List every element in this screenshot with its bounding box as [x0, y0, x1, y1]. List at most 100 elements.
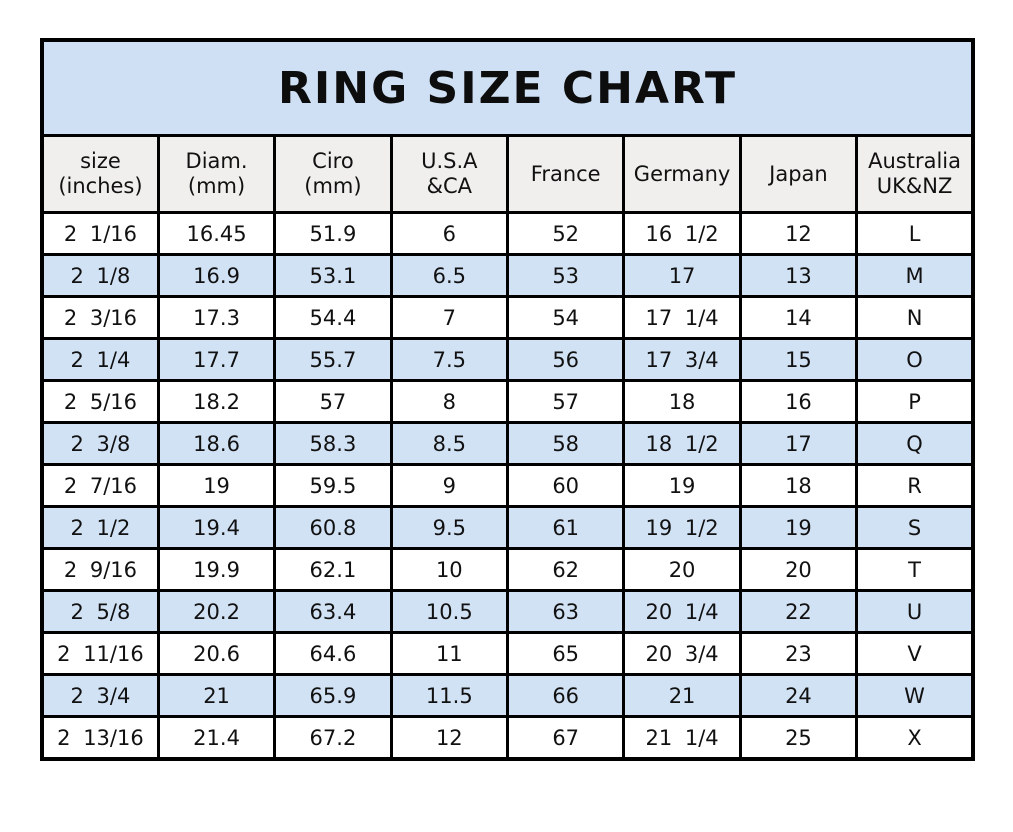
table-cell: 17.3: [156, 295, 277, 340]
table-cell: 20: [622, 547, 742, 592]
table-cell: 11: [389, 631, 510, 676]
column-header: France: [505, 134, 626, 214]
table-cell: 9.5: [389, 505, 510, 550]
table-cell: 51.9: [273, 211, 393, 256]
table-cell: R: [855, 463, 975, 508]
table-cell: 54.4: [273, 295, 393, 340]
table-cell: 57: [273, 379, 393, 424]
table-cell: 66: [505, 673, 626, 718]
table-cell: 65: [505, 631, 626, 676]
table-cell: 21: [622, 673, 742, 718]
table-cell: 16 1/2: [622, 211, 742, 256]
table-cell: 22: [738, 589, 859, 634]
table-cell: 18.2: [156, 379, 277, 424]
table-cell: 14: [738, 295, 859, 340]
table-cell: 18 1/2: [622, 421, 742, 466]
table-cell: 62: [505, 547, 626, 592]
table-cell: P: [855, 379, 975, 424]
table-cell: O: [855, 337, 975, 382]
table-cell: 6: [389, 211, 510, 256]
table-body: 2 1/16 16.45 51.9 6 52 16 1/2 12 L 2 1/8 16.9 53.1…: [40, 211, 975, 761]
table-cell: 52: [505, 211, 626, 256]
table-cell: 20.2: [156, 589, 277, 634]
table-cell: 63.4: [273, 589, 393, 634]
table-cell: 8.5: [389, 421, 510, 466]
ring-size-table: RING SIZE CHART size (inches) Diam. (mm) C…: [40, 38, 975, 761]
table-cell: 20 3/4: [622, 631, 742, 676]
table-cell: 7.5: [389, 337, 510, 382]
table-cell: 57: [505, 379, 626, 424]
table-cell: 18.6: [156, 421, 277, 466]
table-cell: 63: [505, 589, 626, 634]
table-cell: 17: [622, 253, 742, 298]
table-cell: W: [855, 673, 975, 718]
table-cell: 25: [738, 715, 859, 761]
table-cell: 58: [505, 421, 626, 466]
table-row: 2 5/8 20.2 63.4 10.5 63 20 1/4 22 U: [40, 589, 975, 634]
table-cell: 65.9: [273, 673, 393, 718]
table-head: RING SIZE CHART size (inches) Diam. (mm) C…: [40, 38, 975, 214]
table-cell: 2 5/16: [40, 379, 160, 424]
table-cell: 20: [738, 547, 859, 592]
table-row: 2 3/8 18.6 58.3 8.5 58 18 1/2 17 Q: [40, 421, 975, 466]
table-cell: 55.7: [273, 337, 393, 382]
table-cell: 67.2: [273, 715, 393, 761]
table-cell: 19: [622, 463, 742, 508]
table-cell: Q: [855, 421, 975, 466]
table-cell: 2 3/8: [40, 421, 160, 466]
table-cell: T: [855, 547, 975, 592]
table-cell: 67: [505, 715, 626, 761]
column-header: Ciro (mm): [273, 134, 393, 214]
table-cell: N: [855, 295, 975, 340]
table-cell: 2 5/8: [40, 589, 160, 634]
table-cell: 59.5: [273, 463, 393, 508]
title-row: RING SIZE CHART: [40, 38, 975, 137]
table-cell: 10: [389, 547, 510, 592]
table-cell: 18: [738, 463, 859, 508]
table-row: 2 7/16 19 59.5 9 60 19 18 R: [40, 463, 975, 508]
table-cell: 9: [389, 463, 510, 508]
table-cell: V: [855, 631, 975, 676]
table-cell: 20.6: [156, 631, 277, 676]
table-cell: 17.7: [156, 337, 277, 382]
table-row: 2 1/8 16.9 53.1 6.5 53 17 13 M: [40, 253, 975, 298]
table-row: 2 5/16 18.2 57 8 57 18 16 P: [40, 379, 975, 424]
table-cell: 2 13/16: [40, 715, 160, 761]
table-cell: 60: [505, 463, 626, 508]
table-cell: 60.8: [273, 505, 393, 550]
table-cell: U: [855, 589, 975, 634]
table-cell: 2 3/16: [40, 295, 160, 340]
chart-title: RING SIZE CHART: [40, 38, 975, 137]
table-cell: 17 1/4: [622, 295, 742, 340]
table-cell: 18: [622, 379, 742, 424]
header-row: size (inches) Diam. (mm) Ciro (mm) U.S.A &C…: [40, 134, 975, 214]
table-cell: 2 11/16: [40, 631, 160, 676]
table-row: 2 9/16 19.9 62.1 10 62 20 20 T: [40, 547, 975, 592]
table-cell: L: [855, 211, 975, 256]
table-cell: 19: [738, 505, 859, 550]
table-cell: 2 1/2: [40, 505, 160, 550]
column-header: Japan: [738, 134, 859, 214]
table-cell: M: [855, 253, 975, 298]
table-row: 2 13/16 21.4 67.2 12 67 21 1/4 25 X: [40, 715, 975, 761]
table-cell: 2 1/16: [40, 211, 160, 256]
table-cell: 11.5: [389, 673, 510, 718]
table-cell: 56: [505, 337, 626, 382]
table-row: 2 11/16 20.6 64.6 11 65 20 3/4 23 V: [40, 631, 975, 676]
table-cell: 13: [738, 253, 859, 298]
table-cell: 21: [156, 673, 277, 718]
table-cell: 15: [738, 337, 859, 382]
table-cell: 16: [738, 379, 859, 424]
ring-size-chart: RING SIZE CHART size (inches) Diam. (mm) C…: [40, 38, 975, 761]
table-cell: 2 7/16: [40, 463, 160, 508]
column-header: size (inches): [40, 134, 160, 214]
table-cell: 2 9/16: [40, 547, 160, 592]
table-row: 2 3/4 21 65.9 11.5 66 21 24 W: [40, 673, 975, 718]
table-row: 2 1/2 19.4 60.8 9.5 61 19 1/2 19 S: [40, 505, 975, 550]
table-cell: 2 1/4: [40, 337, 160, 382]
table-cell: 16.45: [156, 211, 277, 256]
table-cell: 21 1/4: [622, 715, 742, 761]
table-cell: 21.4: [156, 715, 277, 761]
table-cell: 58.3: [273, 421, 393, 466]
table-cell: 8: [389, 379, 510, 424]
